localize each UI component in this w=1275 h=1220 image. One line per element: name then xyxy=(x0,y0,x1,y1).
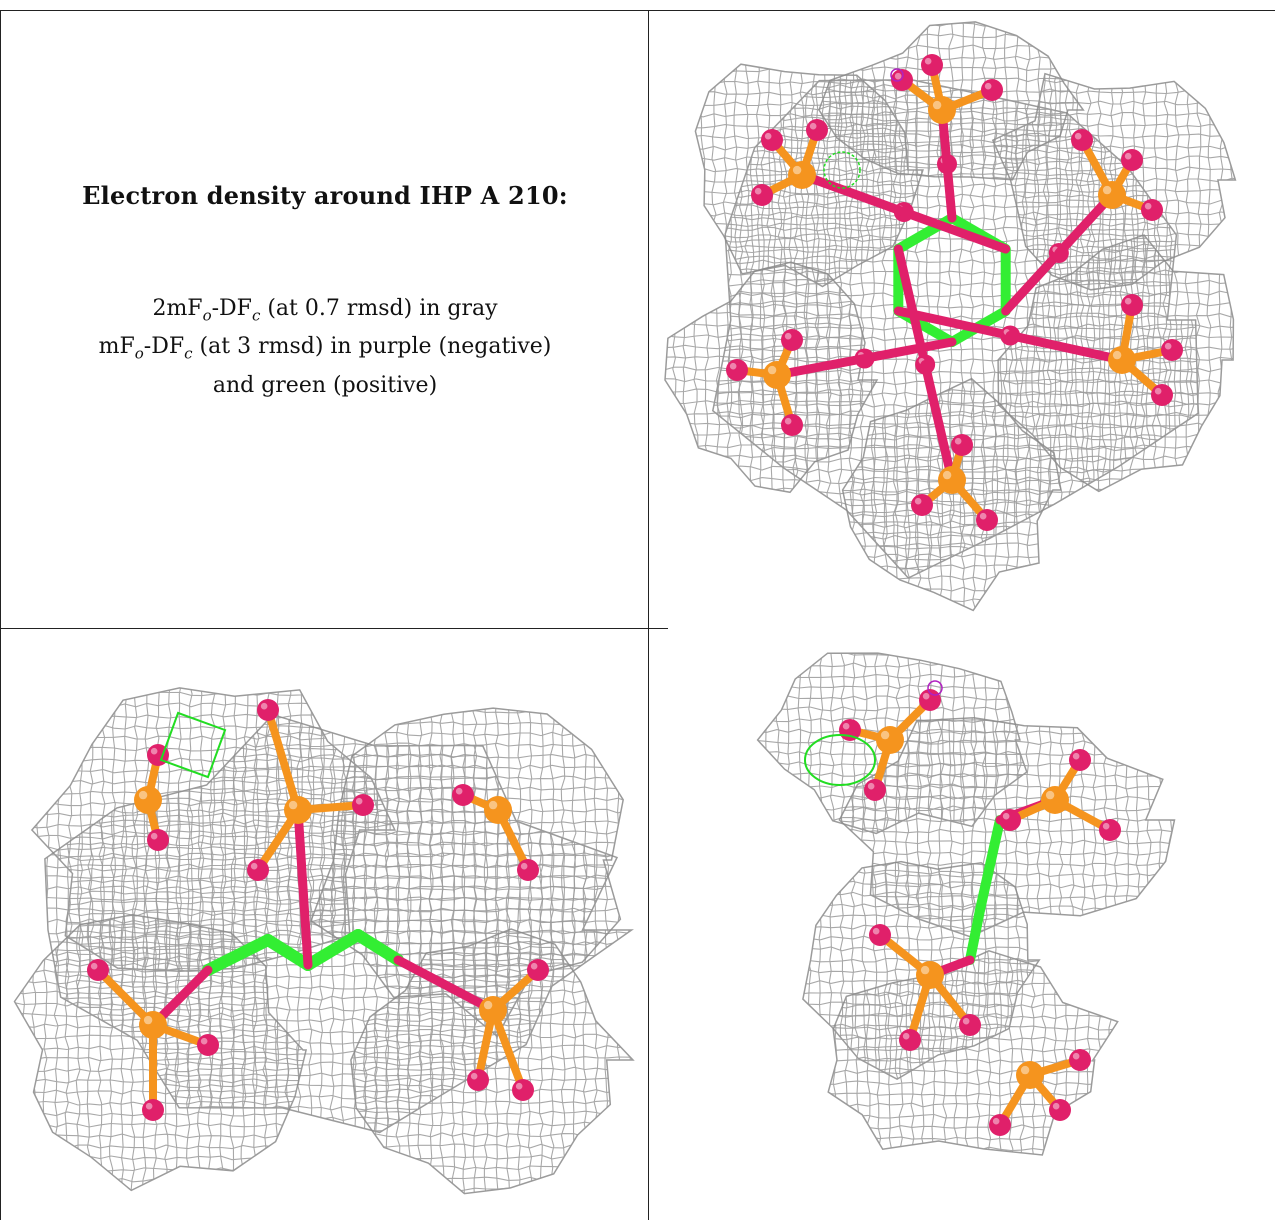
phosphorus-atom xyxy=(139,1011,167,1039)
bond xyxy=(489,1006,527,1094)
oxygen-atom xyxy=(806,119,828,141)
bond xyxy=(202,934,274,976)
phosphorus-atom xyxy=(1041,786,1069,814)
oxygen-atom xyxy=(999,809,1021,831)
oxygen-atom xyxy=(869,924,891,946)
phosphorus-atom xyxy=(928,96,956,124)
oxygen-atom xyxy=(751,184,773,206)
row-divider-right xyxy=(648,628,668,629)
bond xyxy=(965,905,985,965)
bond xyxy=(920,360,957,485)
legend-line-difference: mFo-DFc (at 3 rmsd) in purple (negative) xyxy=(98,334,552,363)
oxygen-atom xyxy=(781,329,803,351)
oxygen-atom xyxy=(864,779,886,801)
oxygen-atom xyxy=(142,1099,164,1121)
oxygen-atom xyxy=(761,129,783,151)
oxygen-atom xyxy=(899,1029,921,1051)
middle-divider xyxy=(648,10,649,1220)
bond xyxy=(264,706,302,814)
bond xyxy=(893,244,930,369)
oxygen-atom xyxy=(1069,749,1091,771)
phosphorus-atom xyxy=(763,361,791,389)
caption-description: 2mFo-DFc (at 0.7 rmsd) in gray mFo-DFc (… xyxy=(1,293,648,401)
positive-density-blob xyxy=(804,734,876,786)
phosphorus-atom xyxy=(479,996,507,1024)
phosphorus-atom xyxy=(1098,181,1126,209)
oxygen-atom xyxy=(452,784,474,806)
density-image-side-view xyxy=(8,630,644,1220)
oxygen-atom xyxy=(951,434,973,456)
row-divider-left xyxy=(0,628,648,629)
legend-line-positive: and green (positive) xyxy=(212,372,438,398)
oxygen-atom xyxy=(247,859,269,881)
bond xyxy=(899,207,1011,254)
oxygen-atom xyxy=(921,54,943,76)
molecule-render-top xyxy=(664,21,1237,612)
oxygen-atom xyxy=(726,359,748,381)
bond xyxy=(860,337,957,363)
bond xyxy=(302,929,364,971)
oxygen-atom xyxy=(147,829,169,851)
phosphorus-atom xyxy=(1108,346,1136,374)
oxygen-atom xyxy=(989,1114,1011,1136)
oxygen-atom xyxy=(352,794,374,816)
oxygen-atom xyxy=(87,959,109,981)
oxygen-atom xyxy=(257,699,279,721)
molecule-render-side xyxy=(13,687,635,1195)
phosphorus-atom xyxy=(1016,1061,1044,1089)
oxygen-atom xyxy=(959,1014,981,1036)
oxygen-atom xyxy=(1049,1099,1071,1121)
negative-density-blob xyxy=(927,680,943,696)
oxygen-atom xyxy=(1069,1049,1091,1071)
oxygen-atom xyxy=(1121,149,1143,171)
oxygen-atom xyxy=(527,959,549,981)
phosphorus-atom xyxy=(876,726,904,754)
oxygen-atom xyxy=(512,1079,534,1101)
oxygen-atom xyxy=(517,859,539,881)
caption-title: Electron density around IHP A 210: xyxy=(82,181,568,210)
oxygen-atom xyxy=(1071,129,1093,151)
bond xyxy=(772,354,869,380)
oxygen-atom xyxy=(911,494,933,516)
bond xyxy=(1001,248,1064,316)
bond xyxy=(352,929,404,966)
phosphorus-atom xyxy=(788,161,816,189)
oxygen-atom xyxy=(1151,384,1173,406)
phosphorus-atom xyxy=(938,466,966,494)
left-border xyxy=(0,10,1,1220)
density-image-edge-view xyxy=(700,630,1220,1220)
oxygen-atom xyxy=(781,414,803,436)
oxygen-atom xyxy=(1121,294,1143,316)
density-image-top-view xyxy=(652,20,1272,620)
top-border xyxy=(0,10,1275,11)
positive-density-blob xyxy=(823,151,861,189)
oxygen-atom xyxy=(467,1069,489,1091)
oxygen-atom xyxy=(1161,339,1183,361)
bond xyxy=(293,805,313,970)
bond xyxy=(797,170,909,217)
bond xyxy=(393,955,498,1015)
phosphorus-atom xyxy=(134,786,162,814)
phosphorus-atom xyxy=(916,961,944,989)
bond xyxy=(975,815,1005,915)
oxygen-atom xyxy=(891,69,913,91)
molecule-render-edge xyxy=(756,652,1176,1156)
bond xyxy=(1005,331,1127,365)
bond xyxy=(262,934,314,971)
oxygen-atom xyxy=(1099,819,1121,841)
oxygen-atom xyxy=(1141,199,1163,221)
phosphorus-atom xyxy=(484,796,512,824)
caption-cell: Electron density around IHP A 210: 2mFo-… xyxy=(1,11,648,628)
oxygen-atom xyxy=(981,79,1003,101)
legend-line-gray: 2mFo-DFc (at 0.7 rmsd) in gray xyxy=(152,296,498,325)
negative-density-blob xyxy=(890,68,904,82)
positive-density-blob xyxy=(159,711,227,779)
oxygen-atom xyxy=(976,509,998,531)
phosphorus-atom xyxy=(284,796,312,824)
oxygen-atom xyxy=(197,1034,219,1056)
